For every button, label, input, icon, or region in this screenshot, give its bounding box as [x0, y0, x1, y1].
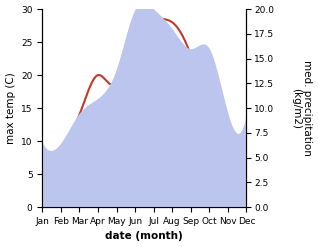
Y-axis label: med. precipitation
(kg/m2): med. precipitation (kg/m2) [291, 60, 313, 156]
Y-axis label: max temp (C): max temp (C) [5, 72, 16, 144]
X-axis label: date (month): date (month) [106, 231, 183, 242]
